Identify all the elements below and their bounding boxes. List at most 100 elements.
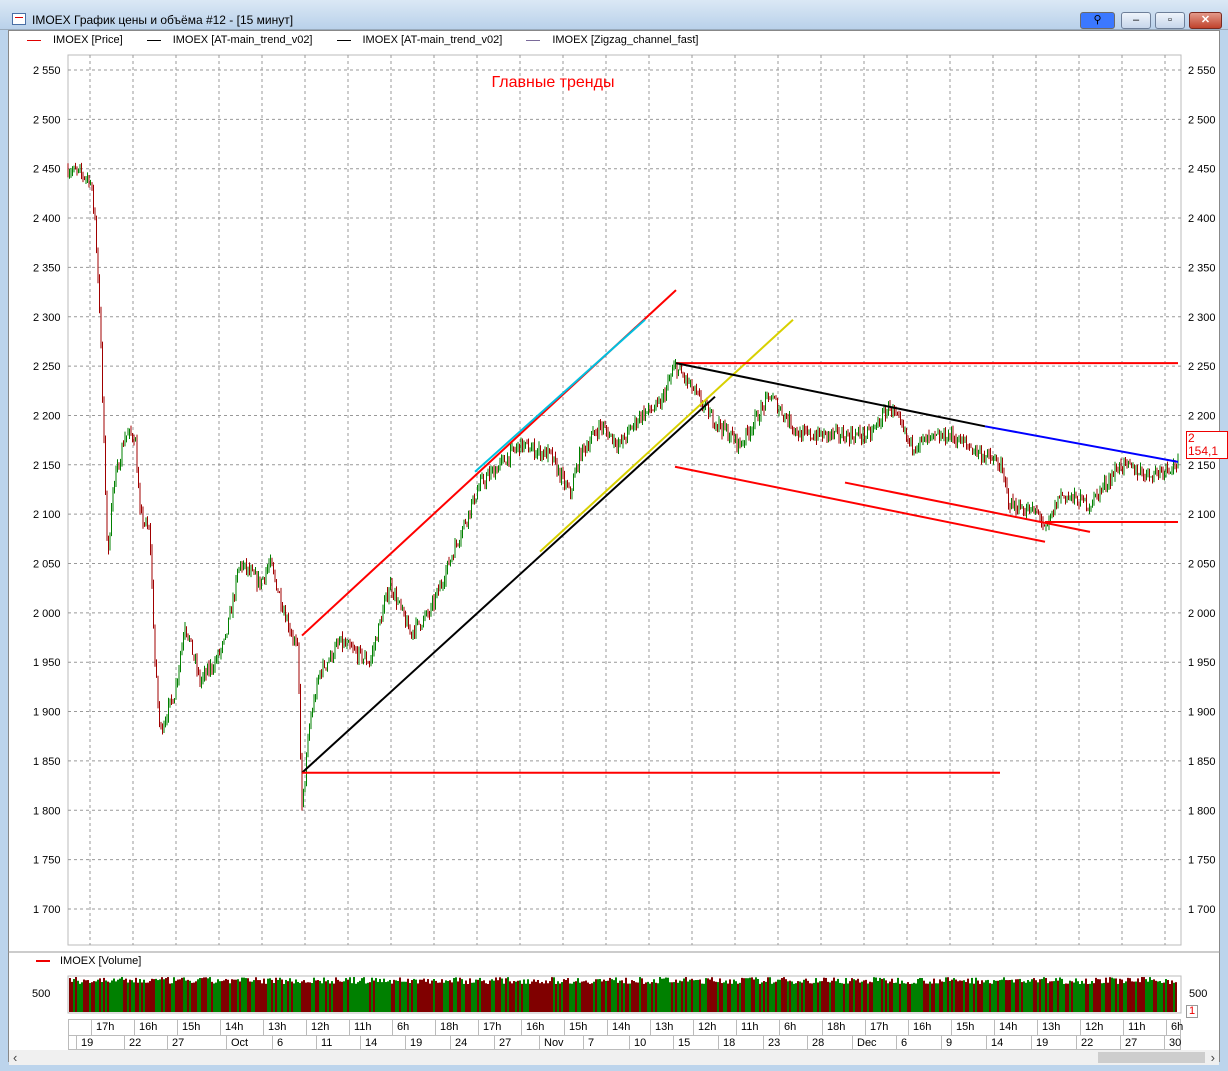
volume-bar <box>655 982 657 1012</box>
volume-bar <box>393 979 395 1012</box>
volume-bar <box>535 981 537 1012</box>
volume-bar <box>993 980 995 1012</box>
volume-bar <box>787 981 789 1012</box>
volume-bar <box>163 979 165 1012</box>
volume-bar <box>1095 977 1097 1012</box>
volume-bar <box>751 977 753 1012</box>
volume-bar <box>437 982 439 1012</box>
volume-bar <box>811 983 813 1012</box>
volume-bar <box>647 981 649 1012</box>
volume-bar <box>1093 983 1095 1012</box>
volume-bar <box>611 979 613 1012</box>
volume-bar <box>279 977 281 1012</box>
volume-bar <box>367 982 369 1012</box>
volume-bar <box>685 977 687 1012</box>
volume-bar <box>599 979 601 1012</box>
maximize-button[interactable]: ▫ <box>1155 12 1185 29</box>
volume-bar <box>491 979 493 1012</box>
volume-bar <box>1065 983 1067 1012</box>
volume-bar <box>1019 978 1021 1012</box>
volume-bar <box>1123 983 1125 1012</box>
close-button[interactable]: ✕ <box>1189 12 1222 29</box>
volume-bar <box>987 979 989 1012</box>
scroll-right-icon[interactable]: › <box>1210 1050 1215 1065</box>
scrollbar-thumb[interactable] <box>1098 1052 1205 1063</box>
volume-bar <box>541 981 543 1012</box>
volume-bar <box>959 980 961 1012</box>
minimize-button[interactable]: – <box>1121 12 1151 29</box>
volume-bar <box>597 979 599 1012</box>
y-tick-right: 1 700 <box>1188 904 1216 916</box>
volume-bar <box>349 977 351 1012</box>
volume-bar <box>815 978 817 1012</box>
volume-bar <box>643 983 645 1012</box>
volume-bar <box>1069 980 1071 1012</box>
volume-bar <box>299 983 301 1012</box>
volume-bar <box>1041 978 1043 1012</box>
volume-bar <box>991 983 993 1012</box>
y-tick-left: 2 250 <box>33 361 61 373</box>
volume-bar <box>347 979 349 1012</box>
volume-bar <box>1003 977 1005 1012</box>
volume-bar <box>239 981 241 1012</box>
volume-bar <box>889 981 891 1012</box>
volume-bar <box>651 982 653 1012</box>
volume-bar <box>843 983 845 1012</box>
volume-bar <box>617 982 619 1012</box>
volume-bar <box>495 977 497 1012</box>
volume-bar <box>1113 978 1115 1012</box>
volume-bar <box>251 981 253 1012</box>
volume-bar <box>1129 978 1131 1012</box>
volume-bar <box>235 979 237 1012</box>
volume-bar <box>567 978 569 1012</box>
y-tick-left: 2 550 <box>33 65 61 77</box>
legend-label: IMOEX [AT-main_trend_v02] <box>362 34 503 46</box>
volume-bar <box>283 983 285 1012</box>
volume-bar <box>995 980 997 1012</box>
volume-bar <box>947 977 949 1012</box>
volume-bar <box>841 983 843 1012</box>
date-label: 27 <box>167 1036 209 1050</box>
volume-bar <box>561 982 563 1012</box>
hour-label: 14h <box>607 1020 649 1035</box>
volume-bar <box>681 981 683 1012</box>
volume-bar <box>1007 980 1009 1012</box>
volume-bar <box>341 981 343 1012</box>
volume-bar <box>111 980 113 1012</box>
link-button[interactable]: ⚲ <box>1080 12 1115 29</box>
y-tick-left: 2 500 <box>33 114 61 126</box>
volume-bar <box>1139 982 1141 1012</box>
volume-bar <box>1033 978 1035 1012</box>
volume-bar <box>227 979 229 1012</box>
volume-bar <box>191 982 193 1012</box>
volume-bar <box>595 979 597 1012</box>
volume-bar <box>551 977 553 1012</box>
volume-bar <box>1141 977 1143 1012</box>
volume-bar <box>653 979 655 1012</box>
y-tick-left: 1 750 <box>33 855 61 867</box>
horizontal-scrollbar[interactable]: ‹ › <box>9 1050 1219 1065</box>
volume-bar <box>733 979 735 1012</box>
volume-bar <box>105 980 107 1012</box>
date-label: 9 <box>941 1036 983 1050</box>
volume-bar <box>443 982 445 1012</box>
volume-bar <box>569 983 571 1012</box>
volume-bar <box>897 977 899 1012</box>
volume-bar <box>295 979 297 1012</box>
volume-bar <box>221 981 223 1012</box>
volume-bar <box>801 982 803 1012</box>
volume-bar <box>327 980 329 1012</box>
volume-bar <box>931 983 933 1012</box>
y-tick-left: 1 850 <box>33 756 61 768</box>
volume-bar <box>311 983 313 1012</box>
volume-bar <box>213 983 215 1012</box>
volume-bar <box>1119 978 1121 1012</box>
volume-bar <box>1099 979 1101 1012</box>
volume-bar <box>943 981 945 1012</box>
volume-bar <box>375 978 377 1012</box>
volume-bar <box>501 978 503 1012</box>
volume-bar <box>871 982 873 1012</box>
scroll-left-icon[interactable]: ‹ <box>13 1050 18 1065</box>
volume-bar <box>151 978 153 1012</box>
